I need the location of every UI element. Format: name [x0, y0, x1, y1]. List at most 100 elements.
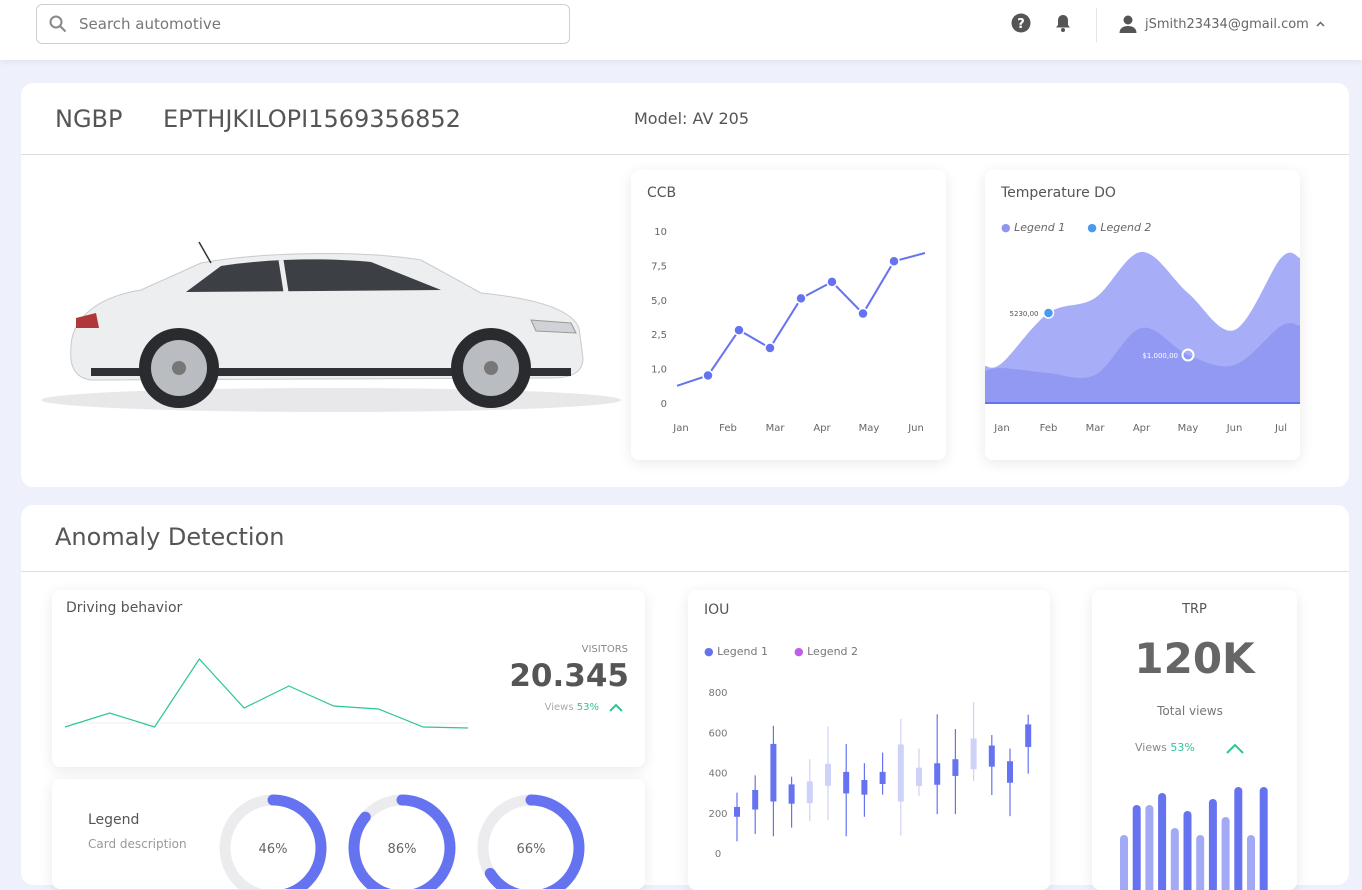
search-box[interactable] [36, 4, 570, 44]
area-series [985, 323, 1300, 403]
candle-body [770, 743, 777, 802]
x-tick-label: Jan [993, 423, 1009, 434]
candle-body [734, 806, 740, 817]
bar [1221, 817, 1230, 890]
x-tick-label: Mar [1086, 423, 1106, 434]
trend-up-icon [1226, 743, 1244, 754]
x-tick-label: Feb [719, 423, 737, 434]
bar [1247, 835, 1255, 890]
iou-title: IOU [704, 602, 730, 618]
x-tick-label: Apr [813, 423, 831, 434]
bar [1120, 835, 1128, 890]
y-tick-label: 10 [654, 227, 667, 238]
legend-label: Legend 2 [807, 645, 859, 658]
legend-label: Legend 1 [717, 645, 769, 658]
data-point [857, 307, 869, 320]
views-label: Views [544, 702, 574, 713]
x-tick-label: May [1178, 423, 1199, 434]
bar [1158, 793, 1167, 890]
data-point [702, 369, 714, 382]
ccb-card: CCB 10 7,5 5,0 2,5 1,0 0 Jan Feb Mar Apr May Jun [631, 170, 946, 460]
candle-body [1025, 724, 1032, 747]
driving-chart [64, 658, 469, 729]
candle-body [934, 763, 941, 785]
divider [21, 571, 1349, 572]
bar [1145, 805, 1154, 890]
candle-body [970, 738, 977, 770]
x-tick-label: May [859, 423, 880, 434]
visitors-label: VISITORS [581, 644, 628, 655]
y-tick-label: 200 [708, 809, 727, 820]
gauges: 46% 86% 66% [219, 794, 585, 889]
views-stat: Views 53% [1135, 741, 1195, 754]
y-tick-label: 7,5 [651, 261, 667, 272]
trp-card: TRP 120K Total views Views 53% [1092, 590, 1297, 890]
gauge-label: 66% [517, 842, 546, 857]
gauge-label: 46% [259, 842, 288, 857]
svg-text:?: ? [1017, 17, 1025, 32]
x-tick-label: Jun [1226, 423, 1243, 434]
bar [1259, 787, 1268, 890]
legend-label: Legend 2 [1100, 221, 1152, 234]
bar [1183, 811, 1192, 890]
bar [1196, 835, 1205, 890]
candle-body [788, 784, 795, 804]
search-icon [49, 15, 67, 33]
legend-item-1: ● Legend 1 [1001, 221, 1066, 234]
candle-body [843, 771, 850, 794]
candle-body [752, 790, 759, 810]
x-tick-label: Jun [907, 423, 924, 434]
legend-card-title: Legend [88, 812, 140, 828]
temperature-chart: Jan Feb Mar Apr May Jun Jul 5230,00 $1.000,00 [985, 251, 1300, 434]
trp-title: TRP [1182, 602, 1207, 617]
candle-body [952, 759, 959, 776]
legend-item-2: ● Legend 2 [794, 645, 859, 658]
annotation: 5230,00 [1010, 310, 1039, 318]
series-line [64, 658, 469, 729]
legend-card: Legend Card description 46% 86% 66% [52, 779, 645, 889]
search-input[interactable] [79, 15, 519, 33]
y-tick-label: 0 [661, 399, 667, 410]
iou-card: IOU ● Legend 1 ● Legend 2 800 600 400 200 0 [688, 590, 1050, 890]
y-tick-label: 800 [708, 688, 727, 699]
y-tick-label: 0 [715, 849, 721, 860]
y-tick-label: 600 [708, 728, 727, 739]
trp-chart [1120, 787, 1268, 890]
legend-item-2: ● Legend 2 [1087, 221, 1152, 234]
series-line [676, 252, 926, 387]
y-tick-label: 1,0 [651, 365, 667, 376]
top-bar: ? jSmith23434@gmail.com [0, 0, 1362, 60]
gauge-fill [219, 794, 327, 889]
data-point [795, 292, 807, 305]
views-stat: Views 53% [545, 702, 623, 713]
car-image [41, 241, 621, 412]
x-tick-label: Mar [766, 423, 786, 434]
divider [1096, 8, 1097, 42]
temperature-title: Temperature DO [1001, 185, 1116, 201]
vehicle-code: NGBP [55, 105, 123, 133]
vehicle-vin: EPTHJKILOPI1569356852 [163, 105, 461, 133]
bar [1132, 805, 1141, 890]
help-icon[interactable]: ? [1011, 13, 1031, 33]
iou-chart: 800 600 400 200 0 [708, 688, 1032, 860]
anomaly-title: Anomaly Detection [55, 523, 285, 551]
user-menu[interactable]: jSmith23434@gmail.com [1118, 14, 1325, 34]
views-pct: 53% [576, 702, 599, 713]
data-point [888, 255, 900, 268]
divider [21, 154, 1349, 155]
gauge-fill [348, 794, 456, 889]
x-tick-label: Jan [672, 423, 688, 434]
bell-icon[interactable] [1053, 13, 1073, 33]
x-tick-label: Jul [1274, 423, 1287, 434]
candle-body [916, 767, 922, 786]
trend-up-icon [609, 703, 623, 712]
bar [1234, 787, 1243, 890]
y-tick-label: 2,5 [651, 330, 667, 341]
annotation: $1.000,00 [1142, 352, 1178, 360]
ccb-chart: 10 7,5 5,0 2,5 1,0 0 Jan Feb Mar Apr May Jun [651, 227, 926, 434]
x-tick-label: Apr [1133, 423, 1151, 434]
trp-subtitle: Total views [1157, 704, 1223, 718]
gauge-fill [477, 794, 585, 889]
vehicle-model: Model: AV 205 [634, 109, 750, 128]
visitors-value: 20.345 [509, 658, 629, 694]
